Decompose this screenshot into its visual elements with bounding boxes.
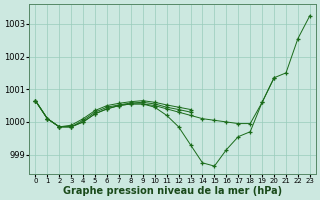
X-axis label: Graphe pression niveau de la mer (hPa): Graphe pression niveau de la mer (hPa): [63, 186, 282, 196]
